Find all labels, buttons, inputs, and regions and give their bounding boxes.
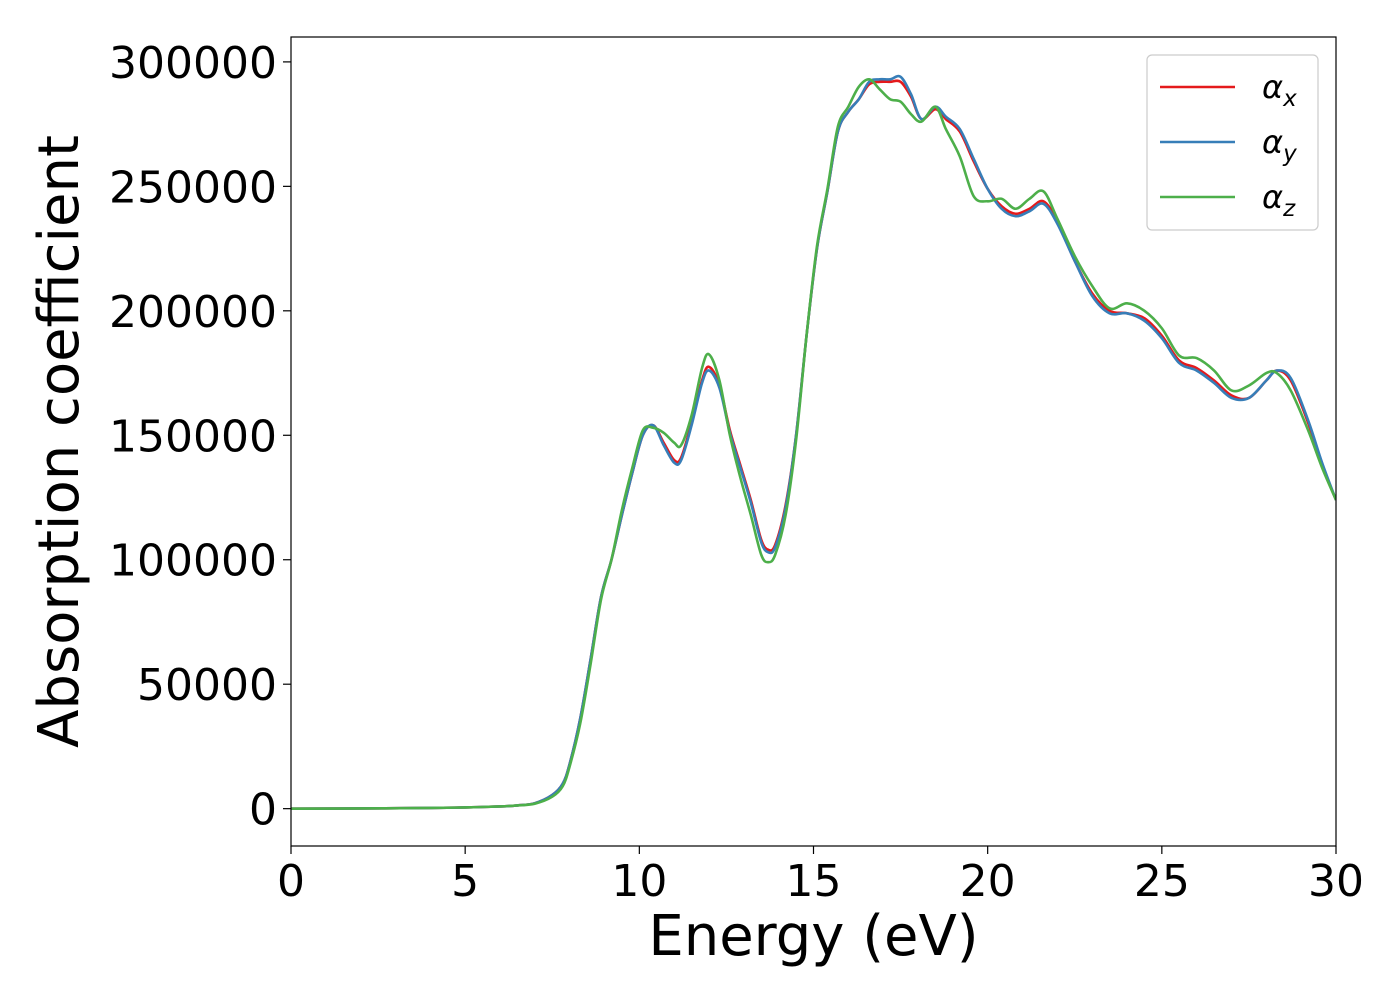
x-tick-label: 10 xyxy=(611,856,667,907)
y-tick-label: 200000 xyxy=(109,287,277,338)
y-tick-label: 300000 xyxy=(109,38,277,89)
tick-layer: 0 5 10 15 20 25 30 0 50000 100000 150000 200000 2500… xyxy=(109,38,1364,907)
legend-label-z: αz xyxy=(1262,178,1296,222)
legend-label-base: α xyxy=(1262,178,1283,216)
legend-label-base: α xyxy=(1262,68,1283,106)
y-tick-label: 150000 xyxy=(109,411,277,462)
y-axis-title: Absorption coefficient xyxy=(27,135,92,748)
x-tick-label: 5 xyxy=(451,856,479,907)
series-layer xyxy=(291,74,1336,810)
series-line-z xyxy=(291,78,1336,810)
x-tick-label: 15 xyxy=(786,856,842,907)
legend-label-subscript: y xyxy=(1282,141,1297,167)
y-tick-label: 250000 xyxy=(109,162,277,213)
legend-label-x: αx xyxy=(1262,68,1297,112)
x-tick-label: 25 xyxy=(1134,856,1190,907)
x-tick-label: 30 xyxy=(1308,856,1364,907)
x-axis-title: Energy (eV) xyxy=(648,904,978,969)
y-tick-label: 0 xyxy=(249,785,277,836)
y-tick-label: 50000 xyxy=(137,660,277,711)
legend-label-base: α xyxy=(1262,123,1283,161)
x-tick-label: 20 xyxy=(960,856,1016,907)
y-tick-label: 100000 xyxy=(109,536,277,587)
x-tick-label: 0 xyxy=(277,856,305,907)
legend-label-subscript: x xyxy=(1282,86,1297,112)
legend-label-subscript: z xyxy=(1282,196,1296,222)
legend-label-y: αy xyxy=(1262,123,1297,167)
